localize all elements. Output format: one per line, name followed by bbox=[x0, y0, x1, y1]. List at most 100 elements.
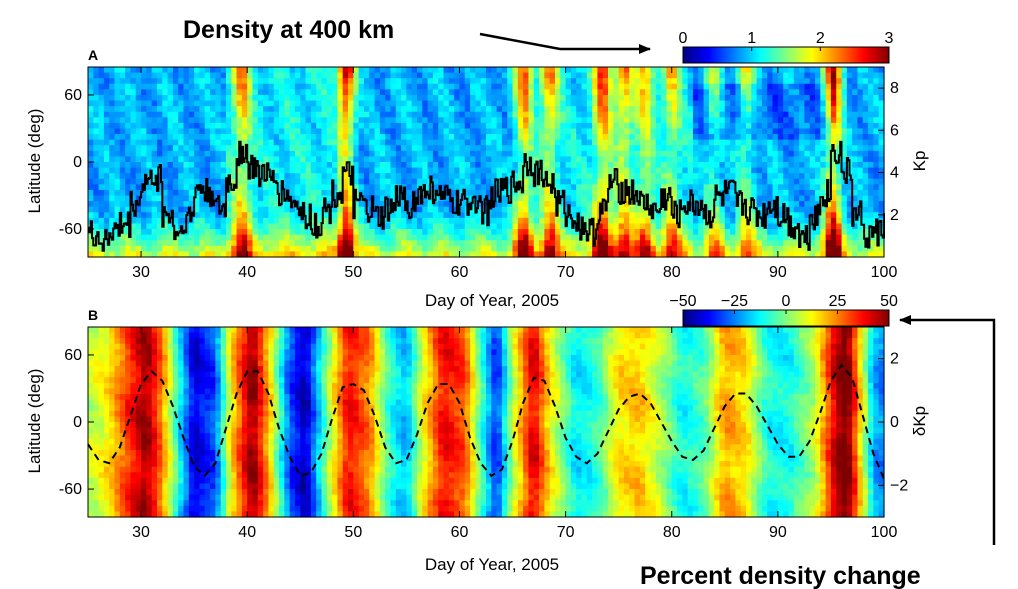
heatmap-cell bbox=[125, 173, 132, 180]
heatmap-cell bbox=[448, 240, 455, 247]
heatmap-cell bbox=[746, 122, 752, 130]
heatmap-cell bbox=[544, 106, 551, 113]
heatmap-cell bbox=[279, 139, 285, 146]
heatmap-cell bbox=[464, 229, 471, 236]
heatmap-cell bbox=[432, 245, 439, 253]
heatmap-cell bbox=[841, 229, 848, 236]
heatmap-cell bbox=[156, 139, 163, 146]
heatmap-cell bbox=[523, 122, 530, 130]
heatmap-cell bbox=[650, 178, 657, 185]
heatmap-cell bbox=[533, 150, 540, 158]
heatmap-cell bbox=[793, 234, 800, 241]
heatmap-cell bbox=[88, 67, 94, 74]
heatmap-cell bbox=[793, 117, 800, 124]
heatmap-cell bbox=[369, 229, 376, 236]
heatmap-cell bbox=[443, 72, 450, 79]
heatmap-cell bbox=[310, 245, 317, 253]
heatmap-cell bbox=[109, 229, 116, 236]
heatmap-cell bbox=[252, 100, 259, 107]
heatmap-cell bbox=[252, 184, 259, 191]
heatmap-cell bbox=[199, 106, 206, 113]
heatmap-cell bbox=[326, 128, 333, 135]
heatmap-cell bbox=[167, 67, 174, 74]
heatmap-cell bbox=[257, 212, 264, 219]
heatmap-cell bbox=[857, 78, 864, 85]
heatmap-cell bbox=[385, 245, 392, 253]
heatmap-cell bbox=[836, 167, 843, 174]
heatmap-cell bbox=[316, 78, 323, 85]
heatmap-cell bbox=[772, 167, 779, 174]
heatmap-cell bbox=[820, 162, 827, 169]
heatmap-cell bbox=[305, 150, 312, 158]
heatmap-cell bbox=[623, 122, 630, 130]
heatmap-cell bbox=[401, 173, 407, 180]
heatmap-cell bbox=[517, 167, 524, 174]
heatmap-cell bbox=[565, 167, 572, 174]
heatmap-cell bbox=[358, 162, 365, 169]
heatmap-cell bbox=[310, 134, 317, 141]
heatmap-cell bbox=[613, 122, 620, 130]
heatmap-cell bbox=[730, 145, 737, 152]
heatmap-cell bbox=[512, 111, 519, 118]
heatmap-cell bbox=[257, 139, 264, 146]
heatmap-cell bbox=[703, 162, 710, 169]
heatmap-cell bbox=[820, 156, 827, 163]
heatmap-cell bbox=[507, 78, 514, 85]
heatmap-cell bbox=[761, 134, 768, 141]
heatmap-cell bbox=[172, 72, 179, 79]
heatmap-cell bbox=[825, 100, 832, 107]
heatmap-cell bbox=[348, 184, 354, 191]
heatmap-cell bbox=[475, 162, 482, 169]
heatmap-cell bbox=[273, 234, 280, 241]
heatmap-cell bbox=[576, 206, 583, 213]
heatmap-cell bbox=[671, 122, 678, 130]
heatmap-cell bbox=[310, 201, 317, 208]
heatmap-cell bbox=[703, 134, 710, 141]
heatmap-cell bbox=[830, 150, 837, 158]
heatmap-cell bbox=[225, 94, 232, 102]
heatmap-cell bbox=[215, 173, 222, 180]
heatmap-cell bbox=[263, 67, 270, 74]
heatmap-cell bbox=[565, 78, 572, 85]
heatmap-cell bbox=[326, 78, 333, 85]
heatmap-cell bbox=[151, 78, 158, 85]
heatmap-cell bbox=[655, 150, 662, 158]
heatmap-cell bbox=[661, 67, 668, 74]
heatmap-cell bbox=[103, 167, 110, 174]
heatmap-cell bbox=[586, 145, 593, 152]
heatmap-cell bbox=[353, 72, 360, 79]
heatmap-cell bbox=[247, 206, 254, 213]
heatmap-cell bbox=[841, 72, 848, 79]
heatmap-cell bbox=[236, 223, 243, 230]
heatmap-cell bbox=[820, 139, 827, 146]
heatmap-cell bbox=[353, 106, 360, 113]
heatmap-cell bbox=[703, 150, 710, 158]
heatmap-cell bbox=[363, 223, 370, 230]
heatmap-cell bbox=[215, 122, 222, 130]
heatmap-cell bbox=[231, 201, 238, 208]
heatmap-cell bbox=[231, 67, 238, 74]
heatmap-cell bbox=[809, 162, 816, 169]
heatmap-cell bbox=[119, 94, 126, 102]
heatmap-cell bbox=[592, 212, 599, 219]
heatmap-cell bbox=[491, 145, 498, 152]
heatmap-cell bbox=[608, 212, 614, 219]
heatmap-cell bbox=[825, 217, 832, 225]
heatmap-cell bbox=[125, 145, 132, 152]
heatmap-cell bbox=[427, 83, 434, 90]
heatmap-cell bbox=[130, 195, 137, 202]
heatmap-cell bbox=[623, 195, 630, 202]
heatmap-cell bbox=[496, 184, 503, 191]
heatmap-cell bbox=[608, 128, 614, 135]
heatmap-cell bbox=[634, 134, 641, 141]
heatmap-cell bbox=[363, 229, 370, 236]
heatmap-cell bbox=[156, 173, 163, 180]
heatmap-cell bbox=[146, 251, 153, 258]
heatmap-cell bbox=[289, 173, 296, 180]
heatmap-cell bbox=[772, 67, 779, 74]
heatmap-cell bbox=[852, 173, 859, 180]
heatmap-cell bbox=[98, 128, 105, 135]
heatmap-cell bbox=[560, 72, 567, 79]
heatmap-cell bbox=[724, 201, 731, 208]
heatmap-cell bbox=[406, 162, 413, 169]
